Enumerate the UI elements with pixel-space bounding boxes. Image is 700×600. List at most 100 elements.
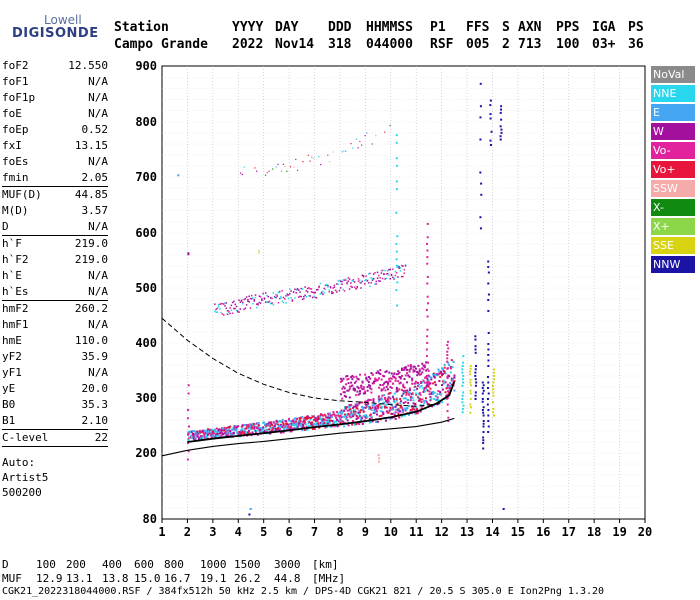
- echo-point: [246, 426, 249, 429]
- echo-point: [434, 383, 437, 386]
- echo-point: [397, 265, 399, 267]
- echo-point: [372, 277, 375, 280]
- echo-point: [305, 295, 308, 298]
- echo-point: [302, 161, 304, 163]
- legend-x-: X-: [651, 199, 695, 216]
- echo-point: [401, 410, 404, 413]
- echo-point: [303, 421, 306, 424]
- echo-point: [356, 407, 359, 410]
- echo-point: [345, 383, 348, 386]
- echo-point: [469, 381, 472, 384]
- echo-point: [469, 389, 472, 392]
- echo-point: [415, 406, 418, 409]
- echo-point: [290, 422, 293, 425]
- echo-point: [297, 422, 300, 425]
- echo-point: [386, 269, 389, 272]
- echo-point: [366, 132, 368, 134]
- echo-point: [482, 406, 485, 409]
- echo-point: [402, 390, 405, 393]
- echo-point: [418, 368, 421, 371]
- echo-point: [404, 397, 407, 400]
- echo-point: [348, 404, 351, 407]
- echo-point: [341, 280, 343, 283]
- echo-point: [266, 172, 268, 174]
- echo-point: [389, 406, 392, 409]
- echo-point: [194, 436, 197, 439]
- echo-point: [345, 279, 347, 281]
- echo-point: [404, 401, 407, 404]
- echo-point: [212, 434, 215, 437]
- x-tick-label: 11: [409, 525, 423, 539]
- echo-point: [310, 425, 313, 428]
- param-value: 20.0: [81, 382, 109, 395]
- echo-point: [414, 412, 417, 415]
- echo-point: [231, 433, 234, 436]
- echo-point: [357, 411, 360, 414]
- echo-point: [381, 384, 384, 387]
- echo-point: [372, 399, 375, 402]
- echo-point: [444, 381, 447, 384]
- echo-point: [395, 141, 398, 144]
- echo-point: [348, 396, 351, 399]
- echo-point: [254, 296, 257, 299]
- echo-point: [316, 423, 319, 426]
- echo-point: [339, 421, 342, 424]
- echo-point: [206, 430, 209, 433]
- echo-point: [374, 403, 377, 406]
- param-name: foEs: [2, 155, 29, 168]
- echo-point: [310, 291, 313, 293]
- echo-point: [383, 375, 386, 378]
- echo-point: [355, 375, 358, 378]
- echo-point: [396, 304, 399, 307]
- echo-point: [489, 139, 492, 142]
- echo-point: [386, 381, 389, 384]
- echo-point: [323, 421, 326, 424]
- echo-point: [443, 366, 446, 369]
- echo-point: [264, 429, 267, 432]
- echo-point: [338, 289, 341, 292]
- echo-point: [361, 280, 364, 283]
- echo-point: [225, 434, 228, 437]
- param-row: h`F 219.0: [2, 236, 108, 252]
- echo-point: [266, 301, 268, 303]
- logo-lowell-text: Lowell: [44, 13, 82, 27]
- echo-point: [299, 295, 301, 298]
- echo-point: [428, 383, 431, 386]
- echo-point: [389, 277, 392, 280]
- echo-point: [400, 388, 403, 391]
- echo-point: [446, 367, 449, 370]
- echo-point: [347, 413, 350, 416]
- echo-point: [220, 302, 222, 305]
- echo-point: [271, 297, 273, 300]
- echo-point: [398, 375, 401, 378]
- echo-point: [375, 420, 378, 423]
- echo-point: [346, 281, 348, 284]
- echo-point: [351, 423, 354, 426]
- echo-point: [239, 301, 242, 303]
- echo-point: [205, 436, 208, 439]
- echo-point: [409, 395, 412, 398]
- echo-point: [408, 392, 411, 395]
- echo-point: [469, 370, 472, 373]
- echo-point: [405, 408, 408, 411]
- echo-point: [461, 394, 464, 397]
- echo-point: [345, 375, 348, 378]
- echo-point: [381, 394, 384, 397]
- echo-point: [339, 287, 342, 289]
- echo-point: [394, 408, 397, 411]
- echo-point: [316, 419, 319, 422]
- echo-point: [196, 433, 199, 436]
- echo-point: [420, 380, 423, 383]
- echo-point: [357, 280, 360, 282]
- echo-point: [453, 379, 456, 382]
- x-tick-label: 18: [587, 525, 601, 539]
- echo-point: [336, 283, 338, 285]
- echo-point: [489, 104, 492, 107]
- echo-point: [371, 420, 374, 423]
- param-value: 219.0: [74, 237, 108, 250]
- echo-point: [404, 264, 407, 266]
- echo-point: [270, 421, 273, 424]
- echo-point: [303, 295, 305, 298]
- echo-point: [394, 417, 397, 420]
- echo-point: [403, 414, 406, 417]
